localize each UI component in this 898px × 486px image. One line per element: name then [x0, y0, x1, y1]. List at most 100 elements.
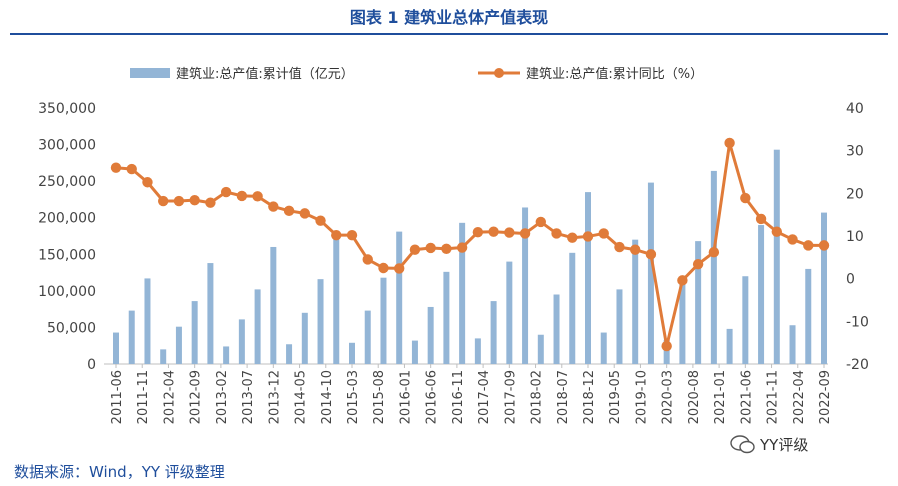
line-point: [142, 177, 153, 188]
y-right-tick-label: -20: [846, 357, 869, 373]
bar: [286, 344, 293, 364]
bar: [616, 289, 623, 364]
bar: [490, 301, 497, 364]
line-point: [362, 254, 373, 265]
line-point: [818, 240, 830, 251]
bar: [207, 263, 214, 364]
x-tick-label: 2014-05: [294, 370, 309, 424]
x-tick-label: 2017-04: [477, 370, 492, 424]
line-point: [409, 244, 421, 255]
x-tick-label: 2016-01: [398, 370, 413, 424]
line-point: [158, 195, 169, 207]
y-right-tick-label: 40: [846, 101, 864, 117]
bar: [474, 338, 481, 364]
bar: [600, 332, 607, 364]
line-point: [472, 226, 484, 238]
bar: [364, 310, 371, 364]
line-point: [441, 243, 452, 254]
bar: [695, 241, 702, 364]
bar: [427, 306, 434, 364]
x-tick-label: 2013-02: [215, 370, 230, 424]
chart-canvas: 建筑业:总产值:累计值（亿元） 建筑业:总产值:累计同比（%） 0 50,000 1…: [38, 66, 869, 424]
y-left-tick-label: 50,000: [47, 320, 96, 336]
brand-watermark: YY评级: [760, 436, 809, 454]
y-left-tick-label: 350,000: [38, 101, 96, 117]
bar: [506, 261, 513, 364]
x-tick-label: 2015-08: [372, 370, 387, 424]
line-point: [771, 226, 782, 237]
line-point: [582, 231, 594, 242]
bar: [537, 334, 544, 364]
line-point: [661, 340, 672, 352]
chart-title: 图表 1 建筑业总体产值表现: [349, 8, 549, 27]
bar: [144, 278, 151, 364]
y-right-tick-label: -10: [846, 314, 869, 330]
bar: [585, 192, 591, 364]
bar: [821, 212, 827, 364]
line-point: [488, 226, 499, 237]
line-point: [803, 240, 814, 251]
bar: [679, 276, 686, 364]
line-point: [677, 275, 688, 286]
bar: [726, 328, 733, 364]
bar: [459, 222, 466, 364]
line-point: [205, 197, 216, 208]
bar: [270, 246, 277, 364]
x-tick-label: 2016-11: [451, 370, 466, 424]
line-point: [346, 229, 358, 241]
y-right-tick-label: 10: [846, 229, 864, 245]
line-point: [504, 227, 515, 238]
bar: [191, 301, 198, 364]
x-tick-label: 2013-07: [241, 370, 256, 424]
bar: [569, 252, 576, 364]
bar: [128, 310, 135, 364]
x-tick-label: 2018-07: [556, 370, 571, 424]
x-tick-label: 2020-08: [687, 370, 702, 424]
x-tick-label: 2022-09: [818, 370, 833, 424]
line-point: [236, 190, 248, 202]
y-right-tick-label: 30: [846, 144, 864, 160]
line-series: [110, 137, 830, 352]
axes: 0 50,000 100,000 150,000 200,000 250,000 300,0…: [38, 101, 869, 373]
y-left-tick-label: 250,000: [38, 174, 96, 190]
legend-line-label: 建筑业:总产值:累计同比（%）: [526, 66, 703, 82]
line-point: [331, 229, 342, 241]
bar: [710, 170, 717, 364]
line-point: [126, 163, 137, 175]
line-point: [630, 244, 641, 255]
source-note: 数据来源：Wind，YY 评级整理: [14, 463, 225, 481]
bar: [160, 349, 167, 364]
bar-series: [113, 149, 827, 364]
x-tick-label: 2014-10: [320, 370, 335, 424]
bar: [443, 271, 450, 364]
y-left-tick-label: 0: [87, 357, 96, 373]
bar: [773, 149, 780, 364]
line-point: [645, 249, 657, 260]
line-point: [268, 201, 279, 212]
line-point: [173, 195, 185, 207]
bar: [223, 346, 230, 364]
line-point: [551, 228, 562, 239]
bar: [349, 342, 355, 364]
bar: [317, 279, 324, 364]
x-tick-label: 2016-06: [425, 370, 440, 424]
line-point: [755, 213, 767, 225]
bar: [396, 231, 403, 364]
bar: [238, 319, 245, 364]
line-point: [614, 241, 625, 253]
line-point: [692, 258, 704, 270]
line-point: [519, 228, 531, 239]
line-point: [740, 192, 751, 204]
x-tick-label: 2018-02: [530, 370, 545, 424]
x-tick-label: 2013-12: [267, 370, 282, 424]
line-point: [598, 228, 609, 239]
x-tick-label: 2021-06: [739, 370, 754, 424]
y-right-tick-label: 0: [846, 272, 855, 288]
x-tick-labels: 2011-06 2011-11 2012-04 2012-09 2013-02 2013-…: [110, 364, 833, 424]
x-tick-label: 2022-04: [792, 370, 807, 424]
x-tick-label: 2020-03: [661, 370, 676, 424]
line-point: [220, 186, 232, 198]
bar: [113, 332, 119, 364]
line-point: [787, 234, 798, 245]
x-tick-label: 2012-04: [162, 370, 177, 424]
